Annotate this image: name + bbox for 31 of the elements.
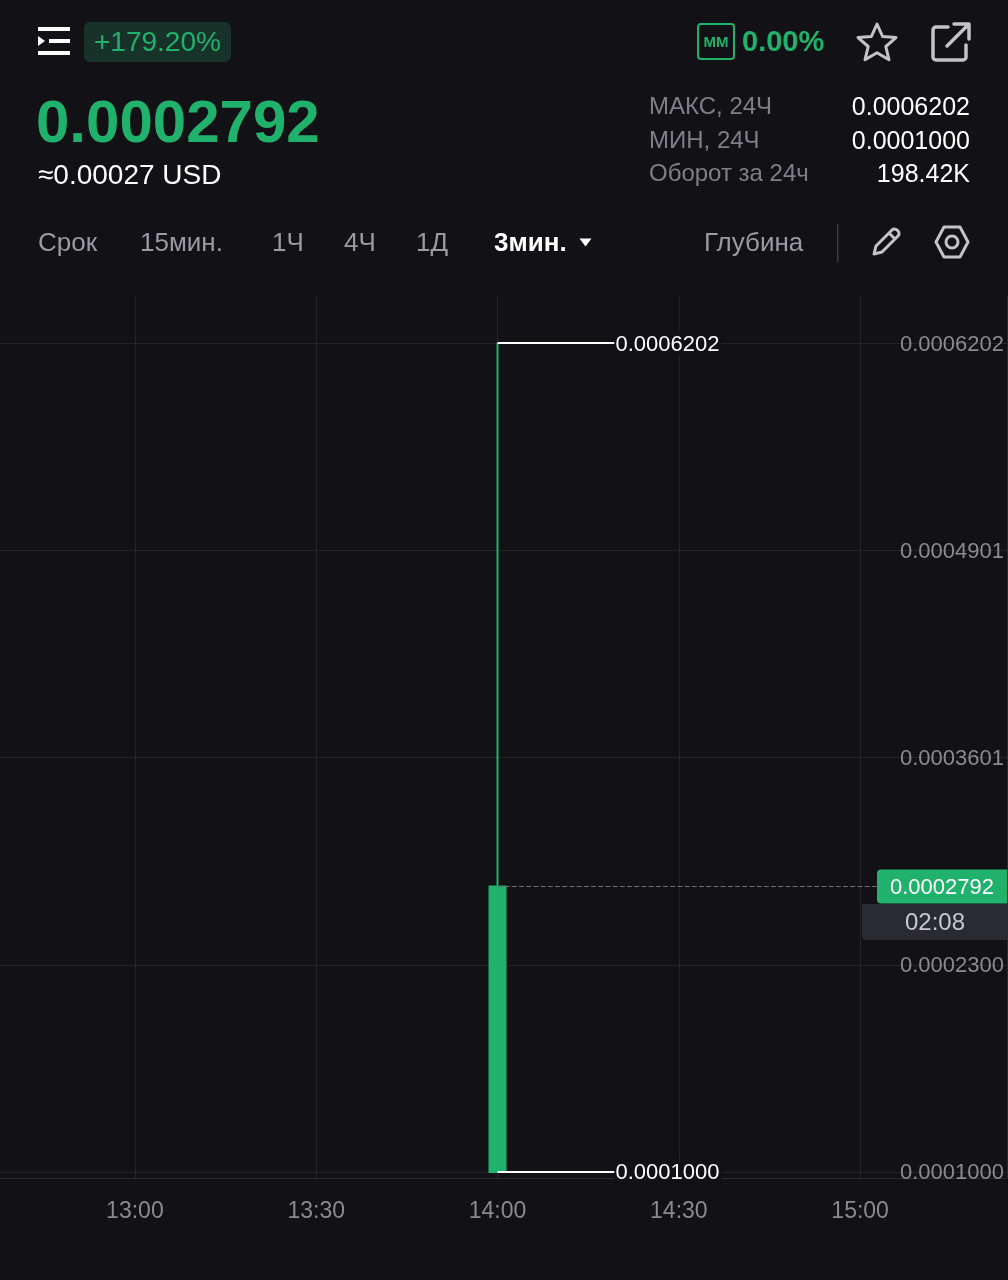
x-tick-label: 14:30: [650, 1196, 708, 1223]
text: 0.0006202: [851, 92, 970, 120]
text: МАКС, 24Ч: [649, 92, 773, 119]
text: 198.42K: [876, 159, 970, 187]
text: Глубина: [704, 227, 804, 257]
text: 4Ч: [344, 227, 376, 257]
x-tick-label: 15:00: [831, 1196, 889, 1223]
text: Срок: [38, 227, 98, 257]
text: 15мин.: [140, 227, 223, 257]
text: ≈0.00027 USD: [38, 159, 222, 190]
y-tick-label: 0.0001000: [900, 1159, 1004, 1185]
text: +179.20%: [84, 22, 231, 62]
annotation: 0.0001000: [615, 1159, 720, 1185]
y-tick-label: 0.0002300: [900, 952, 1004, 978]
text: 1Ч: [272, 227, 304, 257]
text: MM: [697, 23, 735, 60]
y-tick-label: 0.0004901: [900, 537, 1004, 563]
text: 0.00%: [742, 25, 825, 57]
text: 3мин.: [494, 227, 567, 257]
x-tick-label: 13:00: [106, 1196, 164, 1223]
text: 0.0001000: [851, 126, 970, 154]
annotation: 0.0006202: [615, 330, 720, 356]
y-tick-label: 0.0006202: [900, 330, 1004, 356]
text: 0.0002792: [36, 88, 320, 155]
text: МИН, 24Ч: [649, 126, 760, 153]
x-tick-label: 14:00: [468, 1196, 527, 1223]
text: Оборот за 24ч: [649, 159, 809, 186]
ref-line-label: 0.0002792: [890, 873, 994, 899]
y-tick-label: 0.0003601: [900, 744, 1004, 770]
text: 1Д: [416, 227, 449, 257]
x-tick-label: 13:30: [287, 1196, 345, 1223]
